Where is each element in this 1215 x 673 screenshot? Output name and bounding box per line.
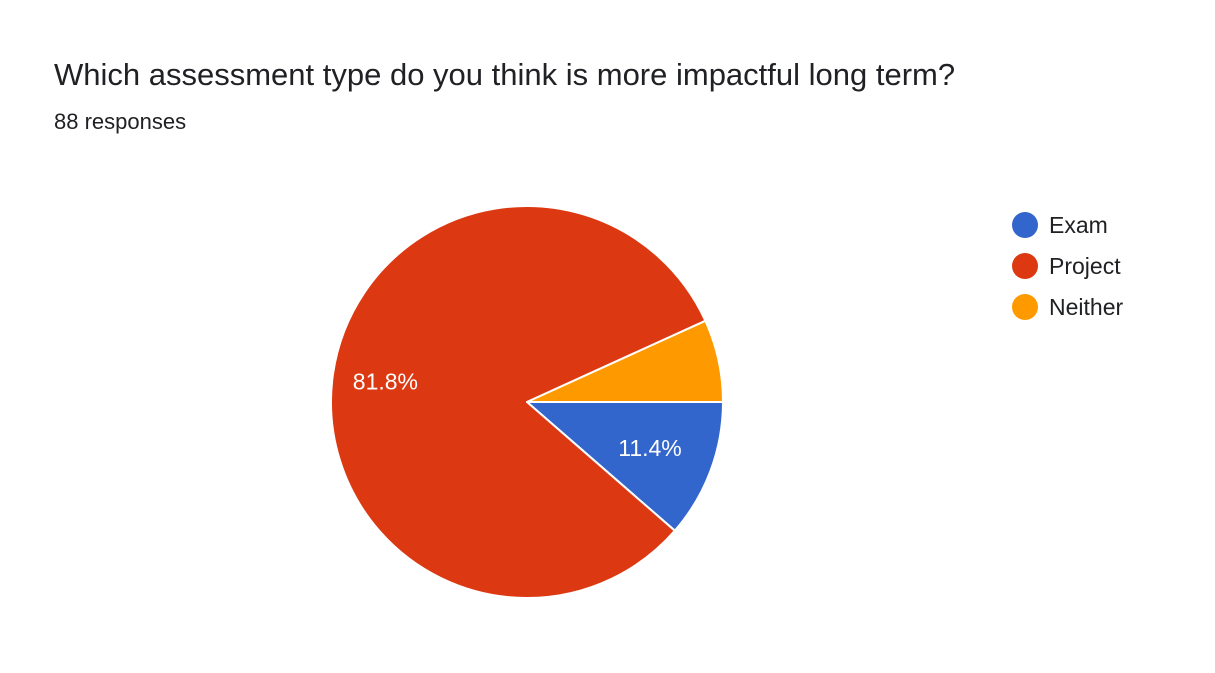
pie-slice-project[interactable] [330, 205, 707, 599]
pie-slice-neither[interactable] [526, 319, 724, 403]
legend-swatch-project [1012, 252, 1038, 279]
data-label-project: 81.8% [353, 368, 418, 394]
pie-slice-exam[interactable] [526, 401, 724, 532]
legend-item-neither[interactable]: Neither [1012, 286, 1123, 327]
legend-item-project[interactable]: Project [1012, 245, 1123, 286]
chart-legend: Exam Project Neither [1012, 204, 1123, 327]
data-label-exam: 11.4% [618, 435, 682, 461]
legend-item-exam[interactable]: Exam [1012, 204, 1123, 245]
question-title: Which assessment type do you think is mo… [54, 57, 956, 92]
legend-label-neither: Neither [1049, 293, 1124, 320]
response-count: 88 responses [54, 109, 187, 134]
legend-label-project: Project [1049, 252, 1121, 279]
legend-swatch-exam [1012, 211, 1038, 238]
legend-label-exam: Exam [1049, 211, 1108, 238]
legend-swatch-neither [1012, 293, 1038, 320]
